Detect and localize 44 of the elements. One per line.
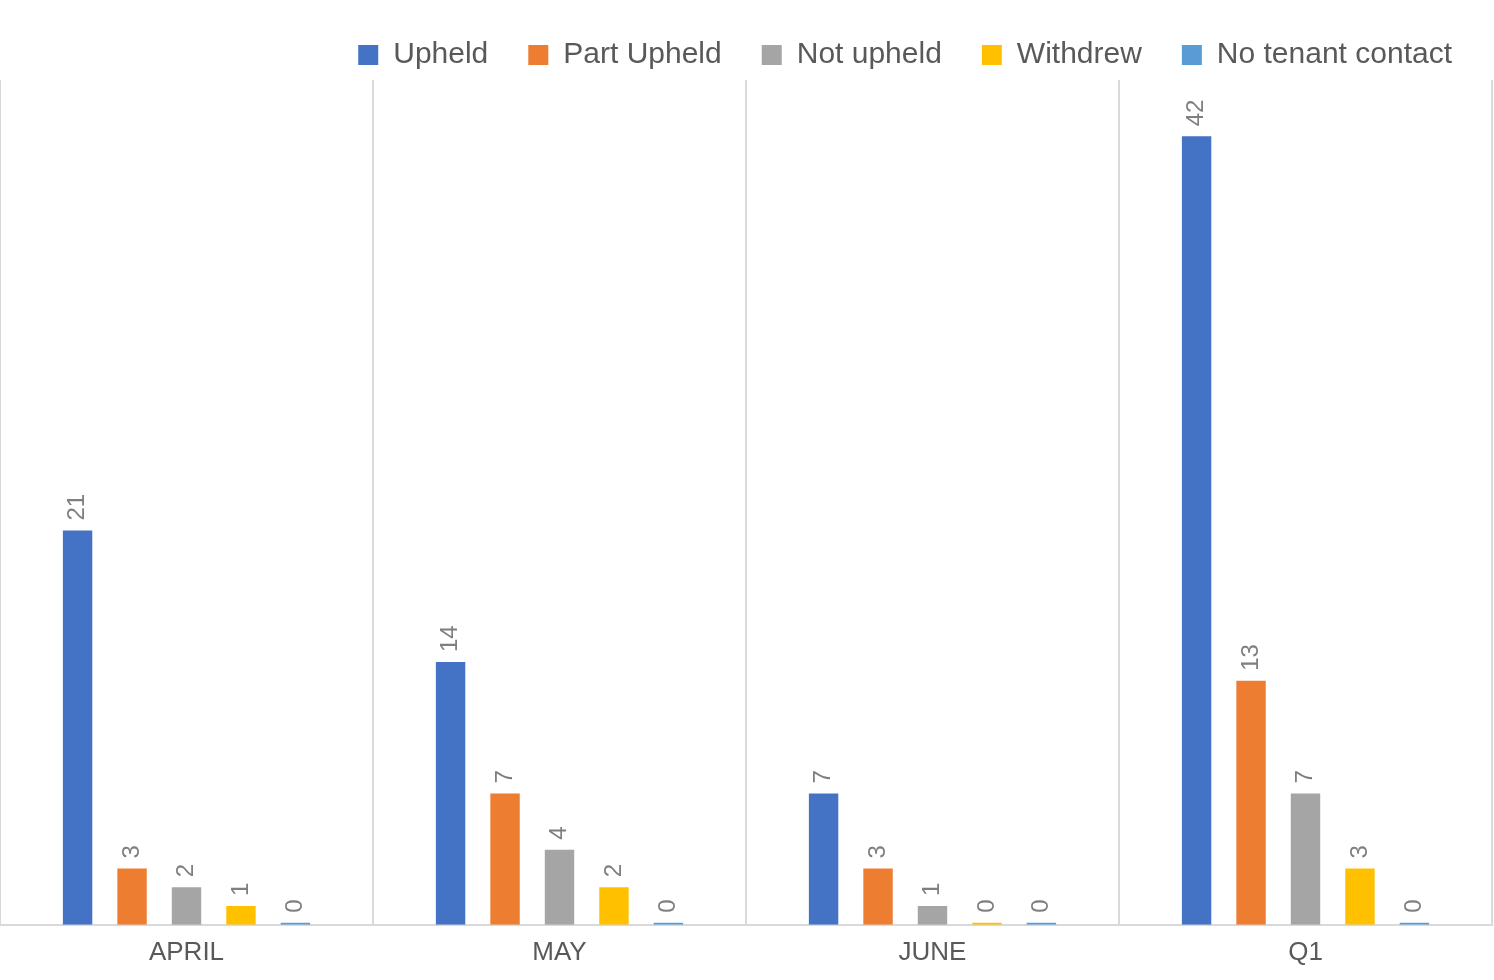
bar [1290, 793, 1321, 925]
legend-label: Part Upheld [563, 36, 722, 70]
bar [808, 793, 839, 925]
data-label: 0 [653, 899, 681, 913]
data-label: 0 [1399, 899, 1427, 913]
bar [435, 661, 466, 925]
data-label: 13 [1235, 644, 1263, 671]
data-label: 7 [1290, 770, 1318, 784]
data-label: 0 [971, 899, 999, 913]
legend-label: No tenant contact [1216, 36, 1453, 70]
legend-label: Not upheld [796, 36, 942, 70]
bar [117, 868, 147, 925]
data-label: 42 [1181, 99, 1209, 127]
bar [171, 887, 202, 925]
x-tick-label: APRIL [148, 935, 225, 966]
bar [226, 906, 256, 925]
bar [62, 530, 93, 925]
data-label: 0 [1026, 899, 1054, 913]
data-label: 7 [489, 770, 517, 784]
data-label: 2 [171, 863, 199, 878]
data-label: 3 [116, 845, 144, 859]
data-label: 14 [435, 625, 463, 652]
legend-label: Withdrew [1016, 36, 1143, 70]
bar [1345, 868, 1375, 925]
data-label: 1 [917, 882, 945, 897]
bar [863, 868, 893, 925]
x-tick-label: JUNE [898, 935, 967, 966]
bar [917, 906, 948, 925]
data-label: 1 [225, 882, 253, 897]
data-label: 3 [1344, 845, 1372, 859]
bar [599, 887, 629, 925]
data-label: 4 [544, 826, 572, 840]
bar [544, 849, 575, 925]
bar [1236, 680, 1266, 925]
data-label: 3 [862, 845, 890, 859]
x-tick-label: Q1 [1288, 935, 1323, 966]
bar [1181, 136, 1212, 925]
legend-label: Upheld [393, 36, 489, 70]
x-tick-label: MAY [532, 935, 587, 966]
data-label: 21 [62, 493, 90, 521]
bar [490, 793, 520, 925]
data-label: 2 [598, 863, 626, 878]
data-label: 0 [280, 899, 308, 913]
data-label: 7 [808, 770, 836, 784]
